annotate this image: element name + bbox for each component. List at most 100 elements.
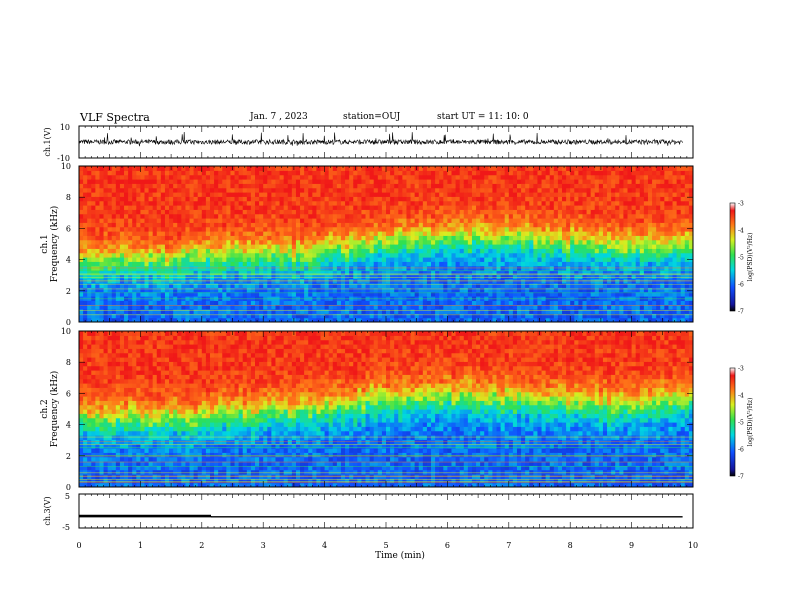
spectrogram-cell xyxy=(402,300,408,306)
spectrogram-cell xyxy=(594,270,600,275)
spectrogram-cell xyxy=(279,196,285,202)
spectrogram-cell xyxy=(287,244,293,249)
spectrogram-cell xyxy=(512,283,518,288)
spectrogram-cell xyxy=(590,226,596,232)
spectrogram-cell xyxy=(214,218,219,223)
spectrogram-cell xyxy=(557,304,563,310)
spectrogram-cell xyxy=(590,313,596,319)
spectrogram-cell xyxy=(455,209,461,215)
spectrogram-cell xyxy=(357,313,363,319)
spectrogram-cell xyxy=(418,309,424,314)
spectrogram-cell xyxy=(267,218,272,223)
spectrogram-cell xyxy=(152,257,158,262)
spectrogram-cell xyxy=(431,313,436,319)
spectrogram-cell xyxy=(226,187,232,193)
spectrogram-cell xyxy=(156,248,162,254)
spectrogram-cell xyxy=(508,213,514,219)
spectrogram-cell xyxy=(426,187,432,193)
spectrogram-cell xyxy=(582,244,588,249)
spectrogram-cell xyxy=(410,183,416,189)
spectrogram-cell xyxy=(545,261,551,267)
spectrogram-cell xyxy=(275,196,281,202)
spectrogram-cell xyxy=(455,317,461,322)
spectrogram-cell xyxy=(504,226,510,232)
spectrogram-cell xyxy=(553,222,559,228)
spectrogram-cell xyxy=(529,205,534,210)
spectrogram-cell xyxy=(398,270,403,275)
spectrogram-cell xyxy=(332,313,338,319)
spectrogram-cell xyxy=(598,274,604,280)
spectrogram-cell xyxy=(447,166,453,171)
spectrogram-cell xyxy=(426,166,432,171)
spectrogram-cell xyxy=(566,270,571,275)
spectrogram-cell xyxy=(87,179,92,184)
spectrogram-cell xyxy=(566,209,571,215)
spectrogram-cell xyxy=(529,252,534,258)
spectrogram-cell xyxy=(418,187,424,193)
spectrogram-cell xyxy=(316,261,322,267)
spectrogram-cell xyxy=(169,257,174,262)
spectrogram-cell xyxy=(398,239,403,245)
spectrogram-cell xyxy=(173,257,178,262)
spectrogram-cell xyxy=(242,218,248,223)
spectrogram-cell xyxy=(422,300,428,306)
spectrogram-cell xyxy=(193,313,199,319)
spectrogram-cell xyxy=(148,304,154,310)
spectrogram-cell xyxy=(512,261,518,267)
spectrogram-cell xyxy=(508,231,514,236)
spectrogram-cell xyxy=(259,270,264,275)
spectrogram-cell xyxy=(340,231,346,236)
spectrogram-cell xyxy=(500,174,506,180)
spectrogram-cell xyxy=(128,222,133,228)
spectrogram-cell xyxy=(308,196,313,202)
spectrogram-cell xyxy=(177,287,182,293)
spectrogram-cell xyxy=(308,200,313,206)
spectrogram-cell xyxy=(115,200,121,206)
spectrogram-cell xyxy=(320,183,326,189)
spectrogram-cell xyxy=(398,226,403,232)
spectrogram-cell xyxy=(459,283,465,288)
spectrogram-cell xyxy=(324,218,330,223)
spectrogram-cell xyxy=(144,183,150,189)
spectrogram-cell xyxy=(357,300,363,306)
spectrogram-cell xyxy=(144,174,150,180)
spectrogram-cell xyxy=(128,248,133,254)
spectrogram-cell xyxy=(451,291,457,297)
spectrogram-cell xyxy=(607,244,612,249)
spectrogram-cell xyxy=(308,300,313,306)
spectrogram-cell xyxy=(79,166,84,171)
spectrogram-cell xyxy=(361,226,367,232)
spectrogram-cell xyxy=(148,291,154,297)
spectrogram-cell xyxy=(238,270,244,275)
spectrogram-cell xyxy=(320,187,326,193)
spectrogram-cell xyxy=(197,300,203,306)
spectrogram-cell xyxy=(209,235,215,241)
spectrogram-cell xyxy=(95,196,101,202)
spectrogram-cell xyxy=(402,252,408,258)
spectrogram-cell xyxy=(439,313,444,319)
spectrogram-cell xyxy=(103,192,109,197)
spectrogram-cell xyxy=(99,196,105,202)
spectrogram-cell xyxy=(459,218,465,223)
spectrogram-cell xyxy=(467,179,473,184)
spectrogram-cell xyxy=(107,244,113,249)
spectrogram-cell xyxy=(586,252,592,258)
spectrogram-cell xyxy=(222,261,227,267)
spectrogram-cell xyxy=(320,239,326,245)
spectrogram-cell xyxy=(259,174,264,180)
spectrogram-cell xyxy=(533,257,539,262)
spectrogram-cell xyxy=(422,222,428,228)
spectrogram-cell xyxy=(484,274,489,280)
spectrogram-cell xyxy=(541,257,547,262)
spectrogram-cell xyxy=(529,296,534,301)
spectrogram-cell xyxy=(516,313,522,319)
spectrogram-cell xyxy=(345,231,350,236)
spectrogram-cell xyxy=(345,179,350,184)
spectrogram-cell xyxy=(410,231,416,236)
spectrogram-cell xyxy=(259,205,264,210)
spectrogram-cell xyxy=(504,317,510,322)
spectrogram-cell xyxy=(291,187,297,193)
spectrogram-cell xyxy=(209,222,215,228)
spectrogram-cell xyxy=(214,174,219,180)
spectrogram-cell xyxy=(336,287,342,293)
